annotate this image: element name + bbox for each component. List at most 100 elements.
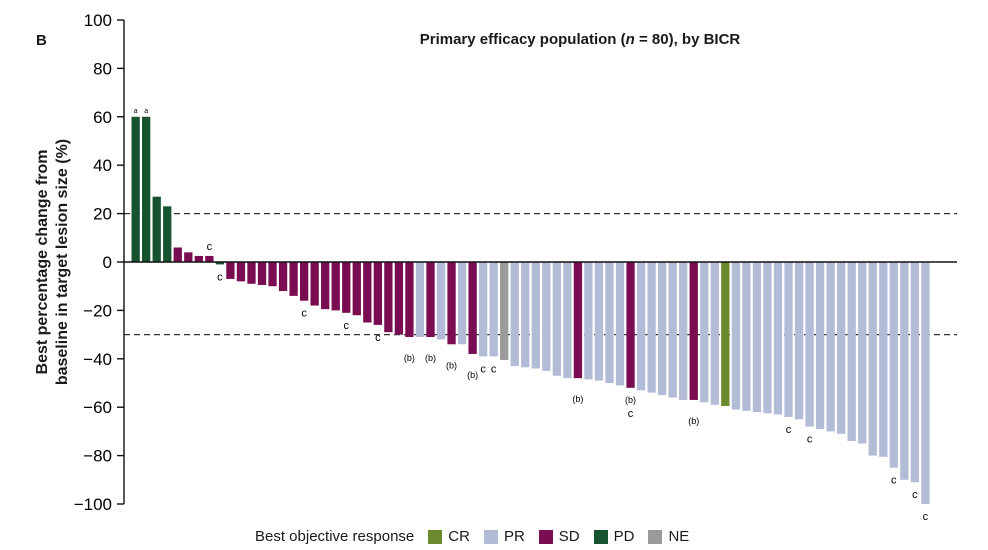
bar (542, 262, 551, 371)
legend-label-sd: SD (558, 528, 580, 545)
legend-item-pd: PD (593, 528, 634, 545)
panel-label: B (36, 32, 47, 49)
bar (468, 262, 477, 354)
bar (457, 262, 467, 345)
bar (184, 252, 193, 262)
bar (226, 262, 235, 279)
bar (679, 262, 688, 400)
bar (837, 262, 846, 434)
bar (805, 262, 814, 427)
bar (131, 116, 140, 262)
legend-swatch-cr (428, 529, 443, 544)
y-tick-label: 0 (103, 253, 112, 272)
legend-label-ne: NE (668, 528, 690, 545)
bar (900, 262, 909, 480)
bar (257, 262, 267, 285)
bar (289, 262, 298, 296)
bar-annotation: c (217, 271, 223, 283)
bar-annotation: c (207, 241, 213, 253)
bar-annotation: c (344, 320, 350, 332)
y-tick-label: −60 (83, 398, 112, 417)
bar (721, 262, 730, 406)
bar (373, 262, 382, 325)
bar (268, 262, 277, 287)
title-n: n (625, 31, 635, 48)
y-tick-label: 20 (93, 205, 112, 224)
bar-annotation: (b) (625, 395, 636, 405)
legend-swatch-ne (648, 529, 663, 544)
bar (342, 262, 351, 313)
bar (384, 262, 393, 333)
bar-annotation: c (301, 308, 307, 320)
bar (331, 262, 340, 311)
legend-label-cr: CR (448, 528, 470, 545)
legend: Best objective response CR PR SD PD NE (255, 528, 703, 545)
bar (710, 262, 719, 405)
bar-annotation: c (491, 363, 497, 375)
bar-annotation: c (375, 332, 381, 344)
bar (605, 262, 614, 383)
bar (352, 262, 361, 316)
bar (647, 262, 656, 393)
bar (552, 262, 561, 376)
bar (773, 262, 783, 415)
bar-annotation: c (628, 408, 634, 420)
bar (152, 196, 161, 262)
bar-annotation: c (923, 511, 929, 523)
bar (868, 262, 877, 456)
bar (879, 262, 888, 457)
bar (752, 262, 762, 413)
bar-annotation: a (134, 108, 138, 115)
bar (847, 262, 856, 442)
legend-swatch-sd (538, 529, 553, 544)
bar-annotation: (b) (446, 360, 457, 370)
bar (636, 262, 646, 391)
bar (299, 262, 309, 301)
bar (615, 262, 625, 386)
legend-item-cr: CR (428, 528, 470, 545)
y-tick-label: 80 (93, 59, 112, 78)
y-tick-label: 100 (84, 11, 112, 30)
legend-swatch-pr (483, 529, 498, 544)
bar (426, 262, 435, 338)
bar (563, 262, 572, 379)
bar (236, 262, 246, 282)
bar (584, 262, 593, 380)
title-suffix: = 80), by BICR (634, 31, 741, 48)
bar-annotation: c (912, 489, 918, 501)
bar (394, 262, 404, 335)
bar (826, 262, 835, 432)
bar (405, 262, 414, 338)
bar (436, 262, 446, 340)
title-prefix: Primary efficacy population ( (419, 31, 626, 48)
bar (363, 262, 372, 323)
bar (489, 262, 498, 357)
bar (921, 262, 930, 504)
bar (594, 262, 604, 381)
bar-annotation: (b) (688, 416, 699, 426)
bar-annotation: a (144, 108, 148, 115)
bar-annotation: c (807, 434, 813, 446)
y-tick-label: −100 (74, 495, 112, 514)
bar (194, 255, 203, 262)
bar (700, 262, 709, 403)
bar (858, 262, 867, 444)
bar (889, 262, 898, 468)
bar-annotation: (b) (404, 353, 415, 363)
bar (310, 262, 319, 306)
bar (626, 262, 635, 388)
legend-item-pr: PR (483, 528, 525, 545)
y-tick-label: 60 (93, 108, 112, 127)
y-tick-label: −20 (83, 301, 112, 320)
bar (142, 116, 151, 262)
bar (573, 262, 583, 379)
bar (742, 262, 751, 411)
bar (731, 262, 741, 410)
bar (247, 262, 256, 284)
y-tick-label: −40 (83, 350, 112, 369)
bar (415, 262, 425, 338)
bar (447, 262, 456, 345)
legend-item-ne: NE (648, 528, 689, 545)
y-tick-label: 40 (93, 156, 112, 175)
bar (815, 262, 825, 429)
